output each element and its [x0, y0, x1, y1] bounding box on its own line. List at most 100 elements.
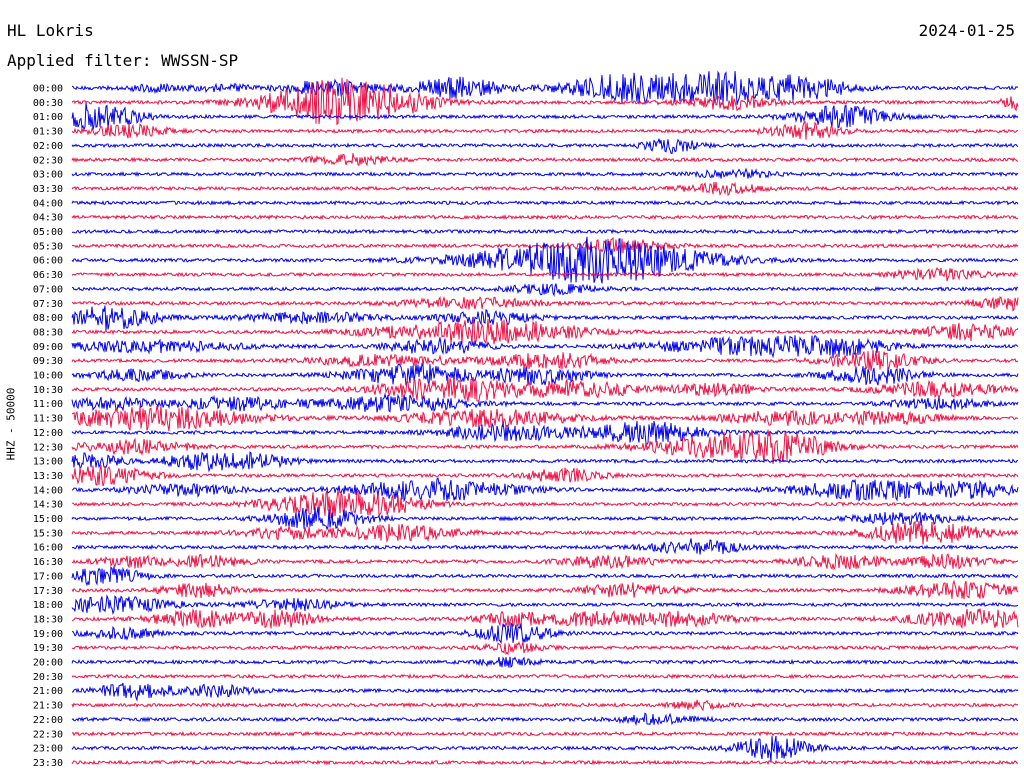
trace-row-1130	[71, 405, 1018, 432]
trace-row-0300	[71, 167, 1019, 179]
row-label: 08:00	[33, 313, 63, 324]
trace-group	[71, 70, 1019, 766]
row-label: 16:00	[33, 543, 63, 554]
trace-row-0400	[71, 199, 1019, 206]
row-label: 21:30	[33, 701, 63, 712]
row-label: 15:30	[33, 528, 63, 539]
trace-row-2330	[71, 759, 1019, 766]
row-label: 10:30	[33, 385, 63, 396]
row-label: 19:00	[33, 629, 63, 640]
trace-row-0100	[71, 102, 1019, 132]
row-label: 22:00	[33, 715, 63, 726]
trace-row-0630	[71, 267, 1019, 282]
row-label: 03:00	[33, 170, 63, 181]
trace-row-1630	[71, 552, 1019, 571]
trace-row-1030	[71, 376, 1019, 402]
row-label: 23:00	[33, 744, 63, 755]
trace-row-1500	[71, 506, 1019, 531]
row-label: 18:30	[33, 614, 63, 625]
trace-row-1830	[71, 608, 1019, 629]
station-title: HL Lokris	[7, 21, 94, 40]
trace-row-1930	[71, 641, 1019, 656]
row-label: 13:00	[33, 457, 63, 468]
trace-row-0530	[72, 236, 1019, 254]
trace-row-0130	[71, 120, 1019, 140]
row-label: 07:30	[33, 299, 63, 310]
row-label: 03:30	[33, 184, 63, 195]
trace-row-2000	[71, 656, 1019, 669]
row-label: 14:00	[33, 485, 63, 496]
row-label: 01:30	[33, 127, 63, 138]
trace-row-0600	[71, 236, 1019, 284]
row-label: 22:30	[33, 729, 63, 740]
row-label: 04:30	[33, 213, 63, 224]
row-label: 05:30	[33, 241, 63, 252]
trace-row-2130	[71, 699, 1019, 712]
row-label: 18:00	[33, 600, 63, 611]
trace-row-1530	[71, 520, 1019, 545]
trace-row-1700	[71, 566, 1019, 587]
row-label: 11:30	[33, 414, 63, 425]
row-label: 02:00	[33, 141, 63, 152]
row-label: 06:30	[33, 270, 63, 281]
date-label: 2024-01-25	[918, 21, 1015, 40]
row-label: 15:00	[33, 514, 63, 525]
row-label: 10:00	[33, 371, 63, 382]
row-label: 00:30	[33, 98, 63, 109]
row-label: 12:30	[33, 442, 63, 453]
trace-row-0030	[71, 77, 1019, 126]
trace-row-2100	[71, 682, 1019, 702]
row-label: 09:30	[33, 356, 63, 367]
trace-row-1300	[71, 451, 1019, 473]
row-label: 11:00	[33, 399, 63, 410]
row-label: 02:30	[33, 155, 63, 166]
trace-row-1430	[71, 490, 1019, 519]
row-label: 04:00	[33, 198, 63, 209]
trace-row-1000	[71, 362, 1019, 386]
trace-row-1400	[71, 477, 1019, 503]
trace-row-0430	[71, 213, 1019, 221]
row-label: 20:30	[33, 672, 63, 683]
row-label: 19:30	[33, 643, 63, 654]
trace-row-1900	[72, 622, 1019, 645]
trace-row-2030	[71, 673, 1019, 680]
trace-row-0930	[71, 350, 1019, 371]
row-label: 17:30	[33, 586, 63, 597]
row-label: 23:30	[33, 758, 63, 769]
row-label: 12:00	[33, 428, 63, 439]
row-label: 06:00	[33, 256, 63, 267]
trace-row-2300	[71, 735, 1019, 762]
row-label: 21:00	[33, 686, 63, 697]
row-label: 20:00	[33, 658, 63, 669]
trace-row-0900	[71, 334, 1019, 359]
trace-row-1230	[71, 429, 1019, 465]
trace-row-0230	[71, 153, 1019, 167]
trace-row-0800	[71, 305, 1019, 331]
row-label: 17:00	[33, 571, 63, 582]
row-label: 13:30	[33, 471, 63, 482]
filter-label: Applied filter: WWSSN-SP	[7, 51, 239, 70]
trace-row-1730	[71, 579, 1019, 600]
trace-row-1100	[71, 392, 1019, 413]
trace-row-0730	[71, 295, 1019, 312]
trace-row-0000	[72, 70, 1019, 105]
row-labels: 00:00 00:30 01:00 01:30 02:00 02:30 03:00 03:30…	[33, 84, 63, 769]
row-label: 08:30	[33, 327, 63, 338]
row-label: 01:00	[33, 112, 63, 123]
row-label: 14:30	[33, 500, 63, 511]
trace-row-0700	[71, 283, 1019, 297]
row-label: 07:00	[33, 284, 63, 295]
row-label: 00:00	[33, 84, 63, 95]
trace-row-1600	[71, 538, 1019, 555]
trace-row-2230	[71, 730, 1019, 737]
row-label: 09:00	[33, 342, 63, 353]
row-label: 05:00	[33, 227, 63, 238]
trace-row-1800	[71, 594, 1019, 615]
trace-row-0830	[71, 318, 1019, 345]
trace-row-1200	[71, 420, 1019, 445]
row-label: 16:30	[33, 557, 63, 568]
trace-row-2200	[71, 712, 1019, 727]
trace-row-0200	[71, 138, 1019, 155]
trace-row-0330	[71, 181, 1019, 196]
